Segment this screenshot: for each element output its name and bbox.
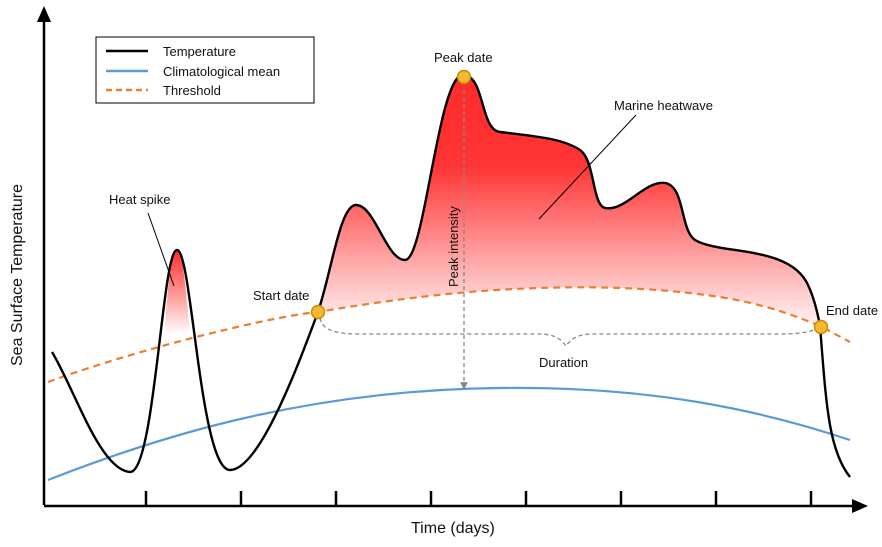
start-date-label: Start date [253,288,309,303]
heat-spike-label: Heat spike [109,192,170,207]
legend: Temperature Climatological mean Threshol… [95,36,315,104]
marine-heatwave-label: Marine heatwave [614,98,713,113]
legend-climatological-mean-label: Climatological mean [163,64,280,79]
end-date-marker [813,319,829,335]
marine-heatwave-leader [538,114,637,220]
heat-spike-fill [164,250,190,340]
threshold-line [47,286,851,384]
y-axis-title: Sea Surface Temperature [9,184,26,366]
x-axis-arrowhead [852,499,868,513]
duration-brace [319,317,821,348]
peak-date-marker [456,69,472,85]
peak-date-label: Peak date [434,50,493,65]
climatological-mean-line [47,386,851,482]
y-axis-arrowhead [37,6,51,22]
x-axis-title: Time (days) [411,520,495,537]
start-date-marker [310,304,326,320]
heat-spike-leader [147,212,175,287]
x-axis-ticks [144,491,813,506]
peak-intensity-label: Peak intensity [446,206,461,287]
duration-label: Duration [539,355,588,370]
end-date-label: End date [826,303,878,318]
legend-threshold-label: Threshold [163,83,221,98]
temperature-line [50,73,851,478]
legend-temperature-label: Temperature [163,44,236,59]
marine-heatwave-fill [318,75,820,326]
